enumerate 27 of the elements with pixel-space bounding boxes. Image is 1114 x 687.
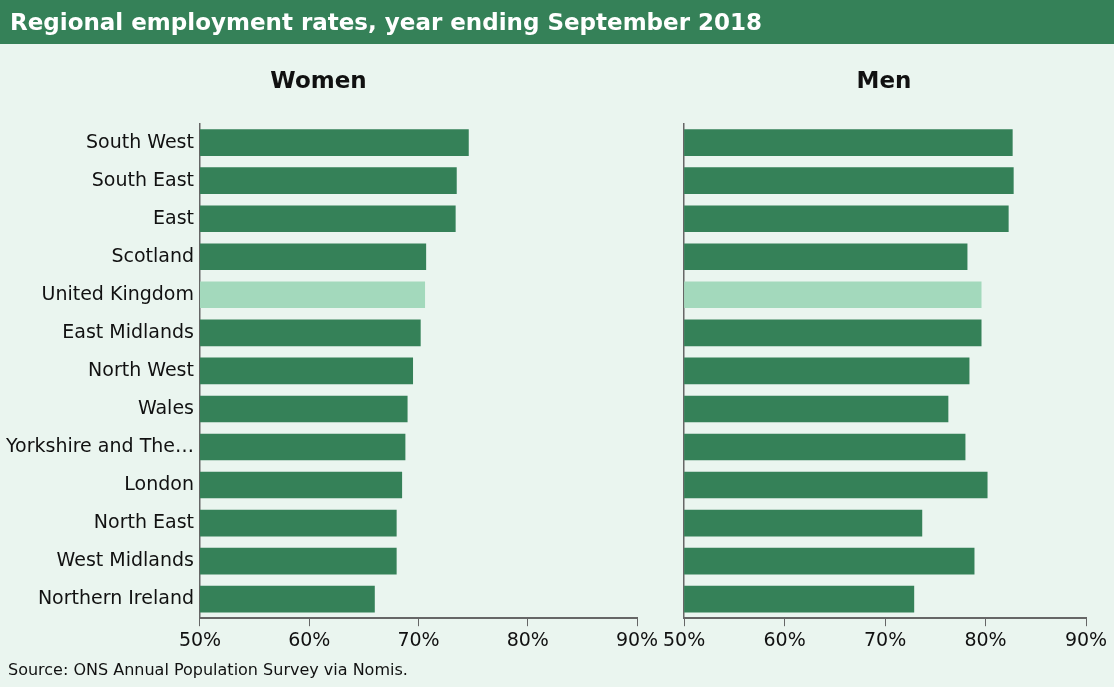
x-tick-label: 50% [178,627,222,650]
y-tick-label: London [124,471,194,494]
y-tick-label: North West [88,357,194,380]
x-tick-label: 70% [863,627,907,650]
y-tick-label: Yorkshire and The… [4,433,194,456]
title-banner: Regional employment rates, year ending September 2018 [0,0,1114,44]
chart-subtitle: Men [856,66,912,93]
y-tick-label: South West [86,129,194,152]
y-tick-label: South East [91,167,194,190]
x-tick-label: 90% [615,627,659,650]
y-tick-label: West Midlands [56,548,194,571]
x-tick-label: 50% [663,627,706,650]
x-tick-label: 80% [506,627,549,650]
source-note: Source: ONS Annual Population Survey via Nomis. [8,660,408,679]
x-tick-label: 80% [964,627,1007,650]
y-tick-label: Scotland [111,243,194,266]
y-tick-label: United Kingdom [41,281,194,304]
y-tick-label: Wales [137,395,194,418]
x-tick-label: 60% [288,627,331,650]
y-tick-label: Northern Ireland [37,586,194,609]
y-tick-label: East Midlands [62,319,194,342]
y-tick-label: North East [93,510,194,533]
x-tick-label: 60% [763,627,806,650]
y-tick-label: East [152,205,194,228]
chart-subtitle: Women [270,66,367,93]
x-tick-label: 70% [397,627,440,650]
x-tick-label: 90% [1064,627,1108,650]
